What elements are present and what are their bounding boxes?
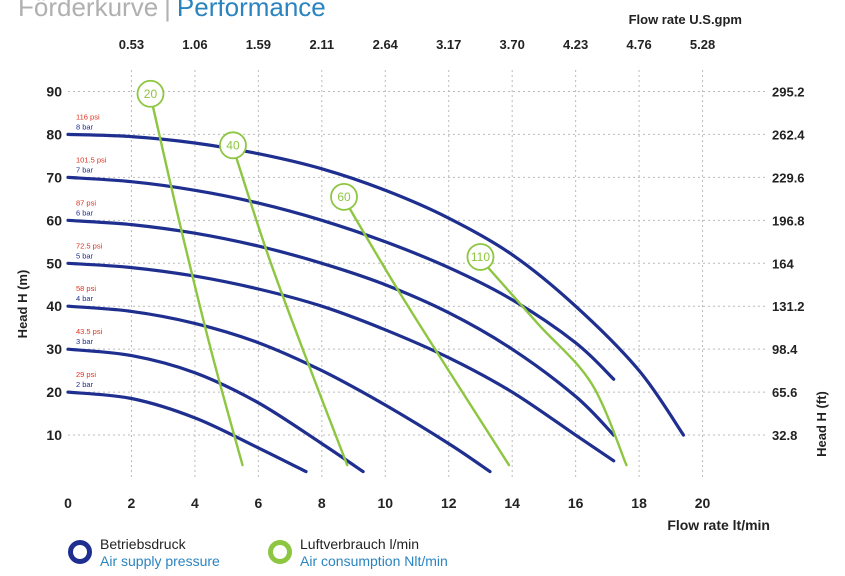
title-separator: | (164, 0, 171, 22)
psi-label: 43.5 psi (76, 327, 103, 336)
y-tick-label: 50 (46, 255, 62, 271)
air-consumption-marker (219, 131, 247, 160)
y-tick-label: 40 (46, 298, 62, 314)
air-consumption-marker (330, 182, 358, 211)
x-tick-label: 10 (377, 495, 393, 511)
air-consumption-marker (136, 79, 165, 108)
y-right-tick-label: 32.8 (772, 428, 797, 443)
bar-label: 8 bar (76, 122, 94, 131)
psi-label: 116 psi (76, 112, 100, 121)
y-right-tick-label: 262.4 (772, 127, 805, 142)
legend-air: Luftverbrauch l/min Air consumption Nlt/… (268, 536, 448, 570)
bar-label: 5 bar (76, 251, 94, 260)
x-tick-label: 8 (318, 495, 326, 511)
bar-label: 4 bar (76, 294, 94, 303)
y-tick-label: 90 (46, 83, 62, 99)
x-tick-label: 4 (191, 495, 199, 511)
bar-label: 2 bar (76, 380, 94, 389)
y-right-tick-label: 164 (772, 256, 794, 271)
y-right-tick-label: 65.6 (772, 385, 797, 400)
x-top-tick-label: 3.17 (436, 37, 461, 52)
legend-air-de: Luftverbrauch l/min (300, 536, 420, 552)
air-consumption-curve (231, 146, 349, 467)
x-top-tick-label: 0.53 (119, 37, 144, 52)
psi-label: 29 psi (76, 370, 96, 379)
y-axis-title: Head H (m) (15, 270, 30, 339)
air-consumption-label: 20 (144, 87, 158, 101)
y-right-tick-label: 98.4 (772, 342, 798, 357)
y-right-tick-label: 295.2 (772, 84, 805, 99)
x-top-tick-label: 2.11 (310, 37, 335, 52)
x-tick-label: 0 (64, 495, 72, 511)
air-consumption-curve (149, 94, 244, 467)
x-tick-label: 20 (695, 495, 711, 511)
x-top-tick-label: 1.06 (182, 37, 207, 52)
legend-pressure: Betriebsdruck Air supply pressure (68, 536, 220, 570)
title-english: Performance (176, 0, 326, 22)
x-top-tick-label: 4.76 (626, 37, 651, 52)
psi-label: 72.5 psi (76, 241, 103, 250)
y-axis-title-right: Head H (ft) (814, 391, 829, 457)
x-axis-title-top: Flow rate U.S.gpm (629, 12, 742, 27)
y-tick-label: 80 (46, 126, 62, 142)
y-tick-label: 60 (46, 212, 62, 228)
y-right-tick-label: 196.8 (772, 213, 805, 228)
air-consumption-curve (479, 257, 628, 467)
pressure-ring-icon (68, 540, 92, 564)
air-consumption-label: 60 (337, 190, 351, 204)
pressure-curve (66, 390, 308, 474)
pressure-curve (66, 175, 616, 381)
x-tick-label: 6 (254, 495, 262, 511)
pressure-curve (66, 132, 686, 437)
legend-pressure-en: Air supply pressure (100, 553, 220, 569)
x-top-tick-label: 5.28 (690, 37, 715, 52)
x-tick-label: 14 (504, 495, 520, 511)
x-tick-label: 2 (128, 495, 136, 511)
x-top-tick-label: 2.64 (373, 37, 399, 52)
pressure-curve (66, 304, 492, 474)
bar-label: 6 bar (76, 208, 94, 217)
x-top-tick-label: 1.59 (246, 37, 271, 52)
legend-pressure-de: Betriebsdruck (100, 536, 186, 552)
pressure-curve (66, 261, 616, 463)
y-tick-label: 20 (46, 384, 62, 400)
air-ring-icon (268, 540, 292, 564)
psi-label: 87 psi (76, 198, 96, 207)
pressure-curve (66, 347, 365, 474)
legend-air-en: Air consumption Nlt/min (300, 553, 448, 569)
title-german: Förderkurve (18, 0, 159, 22)
y-tick-label: 30 (46, 341, 62, 357)
y-tick-label: 70 (46, 169, 62, 185)
bar-label: 7 bar (76, 165, 94, 174)
y-tick-label: 10 (46, 427, 62, 443)
air-consumption-marker (466, 243, 495, 271)
x-tick-label: 18 (631, 495, 647, 511)
x-axis-title: Flow rate lt/min (667, 517, 770, 533)
y-right-tick-label: 229.6 (772, 170, 805, 185)
air-consumption-label: 40 (226, 138, 240, 152)
pressure-curve (66, 218, 616, 437)
psi-label: 101.5 psi (76, 155, 107, 164)
y-right-tick-label: 131.2 (772, 299, 805, 314)
psi-label: 58 psi (76, 284, 96, 293)
page-title: Förderkurve | Performance (18, 0, 326, 23)
x-tick-label: 16 (568, 495, 584, 511)
x-top-tick-label: 3.70 (500, 37, 525, 52)
x-top-tick-label: 4.23 (563, 37, 588, 52)
bar-label: 3 bar (76, 337, 94, 346)
air-consumption-curve (342, 197, 511, 467)
x-tick-label: 12 (441, 495, 457, 511)
air-consumption-label: 110 (471, 250, 490, 264)
